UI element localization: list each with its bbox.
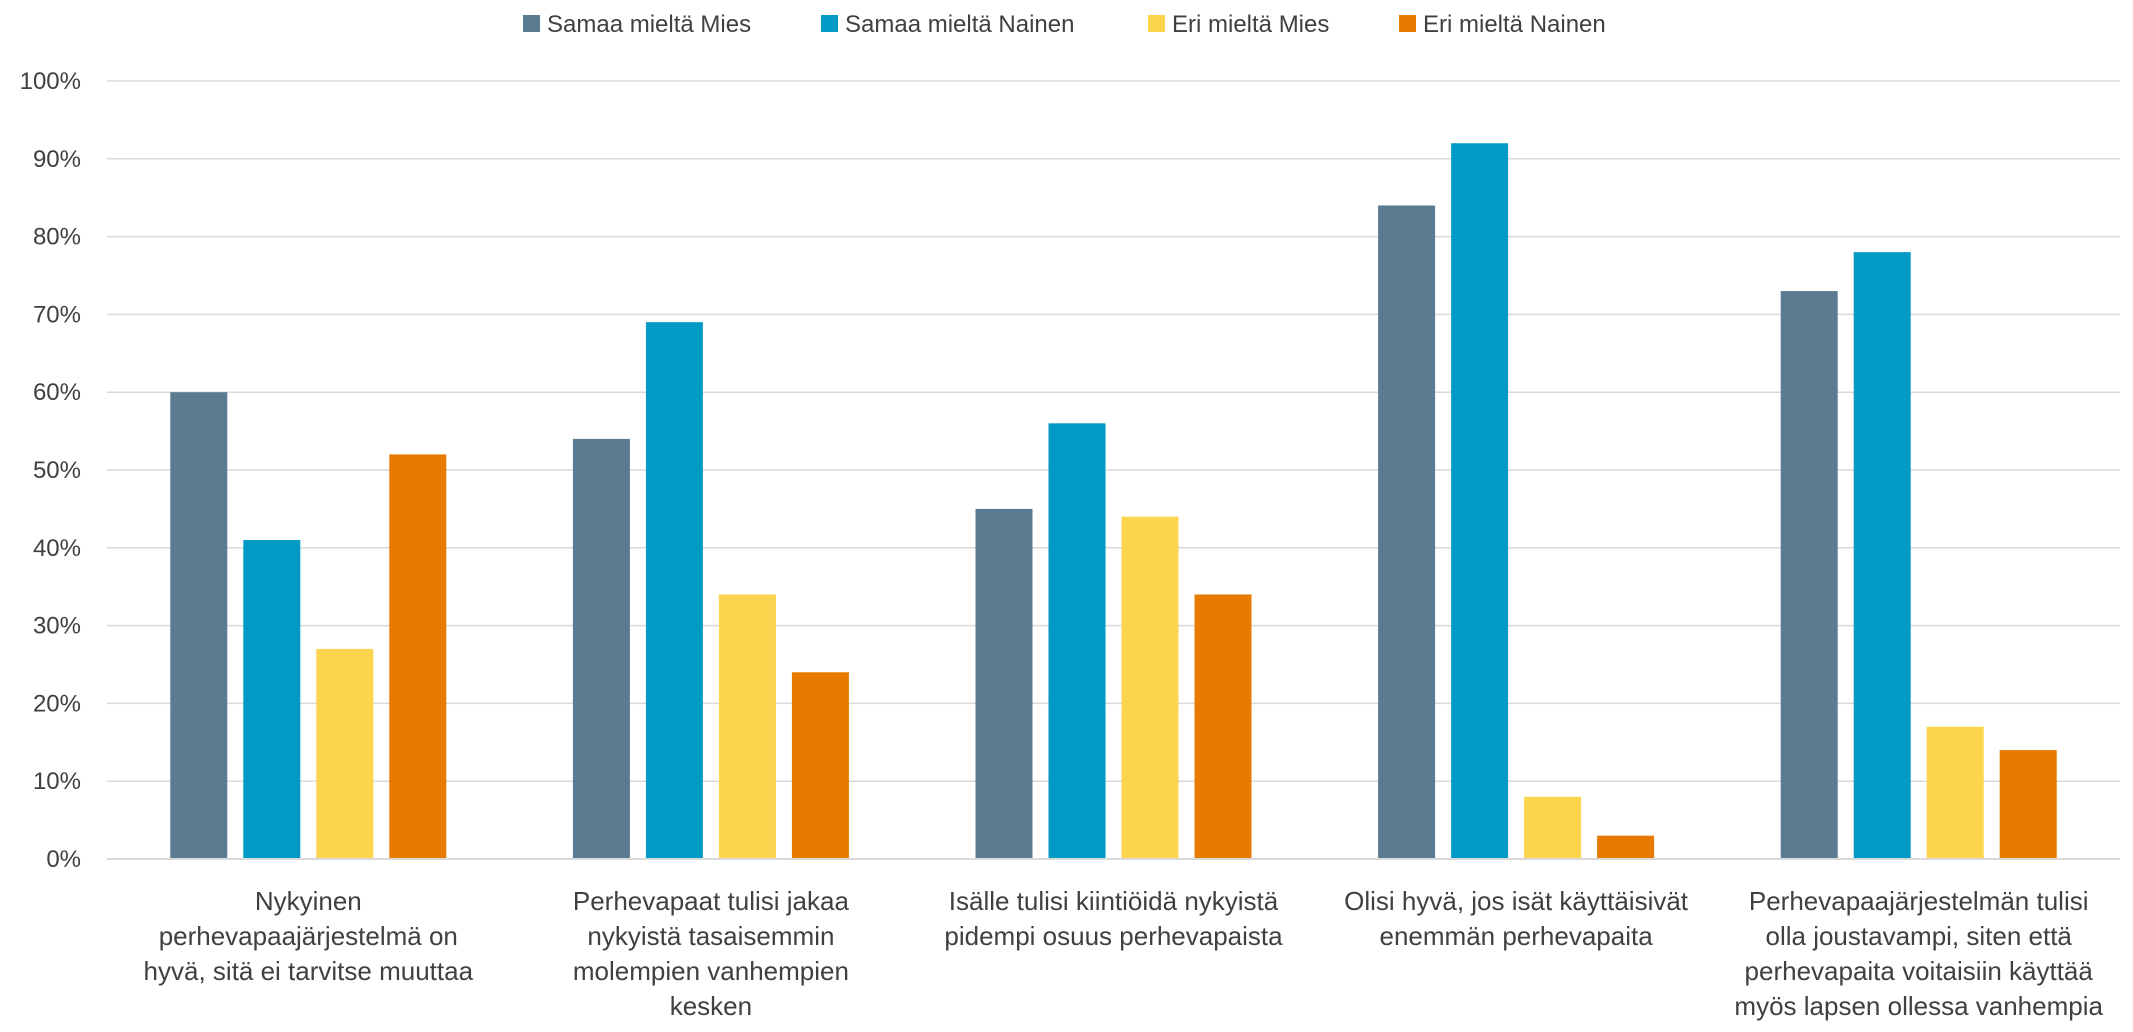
bar — [316, 648, 374, 859]
legend-swatch — [1148, 15, 1165, 32]
y-tick-label: 20% — [33, 690, 81, 717]
bar — [1597, 835, 1655, 859]
bars — [170, 143, 2057, 860]
legend-swatch — [1399, 15, 1416, 32]
legend-label: Eri mieltä Mies — [1172, 11, 1329, 38]
x-tick-label-line: Perhevapaajärjestelmän tulisi — [1749, 886, 2089, 916]
y-axis: 0% 10% 20% 30% 40% 50% 60% 70% 80% 90% 100% — [20, 68, 81, 873]
bar — [1524, 796, 1582, 859]
x-tick-label-line: hyvä, sitä ei tarvitse muuttaa — [144, 956, 474, 986]
bar — [170, 392, 228, 859]
x-tick-label-line: olla joustavampi, siten että — [1766, 921, 2073, 951]
legend-swatch — [523, 15, 540, 32]
x-tick-label: Nykyinen perhevapaajärjestelmä on hyvä, si… — [144, 886, 474, 986]
y-tick-label: 50% — [33, 457, 81, 484]
y-tick-label: 30% — [33, 613, 81, 640]
bar — [975, 508, 1033, 859]
x-axis: Nykyinen perhevapaajärjestelmä on hyvä, si… — [107, 858, 2120, 1021]
x-tick-label-line: perhevapaajärjestelmä on — [159, 921, 458, 951]
x-tick-label-line: Isälle tulisi kiintiöidä nykyistä — [949, 886, 1279, 916]
legend-label: Eri mieltä Nainen — [1423, 11, 1606, 38]
bar — [1780, 291, 1838, 859]
y-tick-label: 40% — [33, 535, 81, 562]
bar — [1194, 594, 1252, 859]
y-tick-label: 60% — [33, 379, 81, 406]
x-tick-label: Perhevapaajärjestelmän tulisi olla jousta… — [1734, 886, 2103, 1021]
legend-label: Samaa mieltä Mies — [547, 11, 751, 38]
legend-label: Samaa mieltä Nainen — [845, 11, 1074, 38]
x-tick-label-line: molempien vanhempien — [573, 956, 849, 986]
y-tick-label: 90% — [33, 146, 81, 173]
bar — [1926, 726, 1984, 859]
bar — [243, 540, 301, 859]
bar — [1121, 516, 1179, 859]
bar — [572, 438, 630, 859]
x-tick-label-line: Perhevapaat tulisi jakaa — [573, 886, 850, 916]
x-tick-label: Olisi hyvä, jos isät käyttäisivät enemmän… — [1344, 886, 1689, 951]
x-tick-label-line: enemmän perhevapaita — [1380, 921, 1654, 951]
x-tick-label: Isälle tulisi kiintiöidä nykyistä pidempi… — [944, 886, 1283, 951]
legend: Samaa mieltä Mies Samaa mieltä Nainen Eri … — [523, 11, 1606, 38]
y-tick-label: 100% — [20, 68, 81, 95]
bar — [1853, 252, 1911, 859]
bar — [1378, 205, 1436, 860]
x-tick-label: Perhevapaat tulisi jakaa nykyistä tasaise… — [573, 886, 850, 1021]
bar — [791, 672, 849, 859]
legend-swatch — [821, 15, 838, 32]
y-tick-label: 70% — [33, 301, 81, 328]
x-tick-label-line: perhevapaita voitaisiin käyttää — [1745, 956, 2094, 986]
x-tick-label-line: kesken — [670, 991, 752, 1021]
bar — [1999, 750, 2057, 859]
y-tick-label: 10% — [33, 768, 81, 795]
bar — [1048, 423, 1106, 859]
bar — [718, 594, 776, 859]
bar — [1451, 143, 1509, 860]
bar — [389, 454, 447, 859]
y-tick-label: 0% — [46, 846, 81, 873]
x-tick-label-line: nykyistä tasaisemmin — [587, 921, 834, 951]
x-tick-label-line: Olisi hyvä, jos isät käyttäisivät — [1344, 886, 1689, 916]
x-tick-label-line: myös lapsen ollessa vanhempia — [1734, 991, 2103, 1021]
bar — [645, 322, 703, 859]
y-tick-label: 80% — [33, 224, 81, 251]
x-tick-label-line: Nykyinen — [255, 886, 362, 916]
x-tick-label-line: pidempi osuus perhevapaista — [944, 921, 1283, 951]
